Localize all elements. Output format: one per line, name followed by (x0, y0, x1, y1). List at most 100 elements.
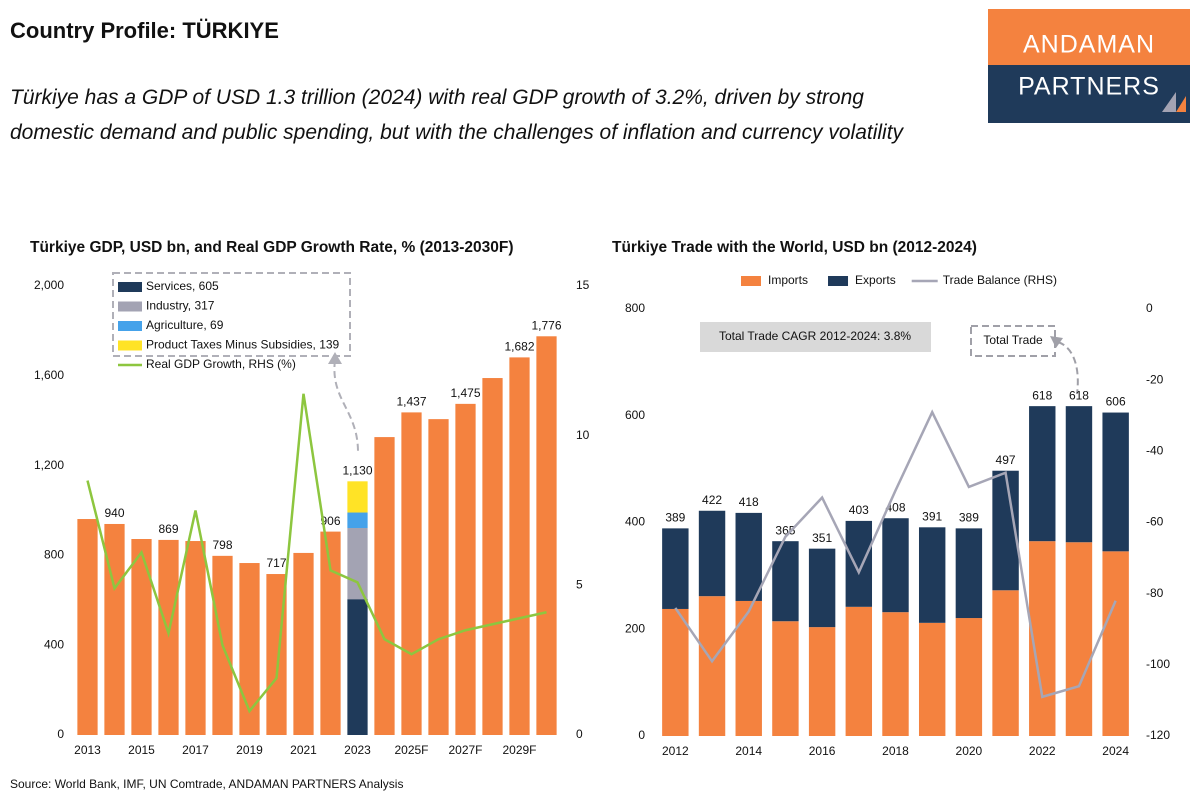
x-tick-label: 2016 (809, 744, 836, 758)
bar (772, 621, 799, 736)
bar (401, 412, 422, 735)
x-tick-label: 2020 (956, 744, 983, 758)
bar (698, 596, 726, 736)
total-label: 618 (1032, 388, 1052, 402)
legend-swatch (118, 321, 142, 331)
chart-title: Türkiye Trade with the World, USD bn (20… (612, 239, 977, 256)
bar (735, 512, 762, 601)
total-label: 365 (775, 523, 795, 537)
y2-tick-label: 10 (576, 428, 590, 442)
y-tick-label: 0 (638, 728, 645, 742)
x-tick-label: 2018 (882, 744, 909, 758)
y-tick-label: 200 (625, 621, 645, 635)
y-tick-label: 400 (44, 637, 64, 651)
bar (1102, 412, 1129, 552)
bar (735, 600, 762, 736)
legend-label: Real GDP Growth, RHS (%) (146, 357, 296, 371)
legend-swatch (118, 340, 142, 351)
legend-swatch (118, 282, 142, 292)
legend-label: Product Taxes Minus Subsidies, 139 (146, 338, 340, 352)
total-label: 418 (739, 495, 759, 509)
bar (1065, 542, 1093, 736)
bar (882, 518, 909, 613)
y2-tick-label: -60 (1146, 515, 1164, 529)
logo-top (988, 9, 1190, 65)
total-label: 1,682 (504, 340, 534, 354)
bar (239, 563, 260, 735)
y2-tick-label: -100 (1146, 657, 1170, 671)
x-tick-label: 2014 (735, 744, 762, 758)
legend-box (112, 272, 351, 357)
x-tick-label: 2015 (128, 743, 155, 757)
y-tick-label: 800 (44, 548, 64, 562)
bar (1102, 551, 1129, 736)
y-tick-label: 600 (625, 408, 645, 422)
bar (955, 618, 983, 736)
bar (662, 528, 689, 609)
bar (808, 627, 836, 736)
y2-tick-label: 15 (576, 278, 590, 292)
y-tick-label: 1,200 (34, 458, 64, 472)
x-tick-label: 2012 (662, 744, 689, 758)
y2-tick-label: -120 (1146, 728, 1170, 742)
bar (347, 512, 368, 529)
bar (374, 437, 395, 735)
logo-mark (1176, 96, 1186, 112)
line (674, 409, 1117, 699)
x-tick-label: 2013 (74, 743, 101, 757)
bar (158, 539, 179, 735)
y2-tick-label: 0 (1146, 301, 1153, 315)
bar (509, 357, 530, 735)
bar (347, 599, 368, 735)
logo-bottom (988, 65, 1190, 123)
legend-label: Industry, 317 (146, 299, 215, 313)
total-label: 497 (996, 453, 1016, 467)
bar (1029, 406, 1056, 542)
bar (698, 510, 726, 597)
bar (131, 539, 152, 735)
y-tick-label: 1,600 (34, 368, 64, 382)
bar (955, 528, 983, 619)
legend-swatch (741, 276, 761, 286)
x-tick-label: 2027F (448, 743, 482, 757)
bar (77, 519, 98, 735)
annotation: Total Trade CAGR 2012-2024: 3.8% (719, 329, 911, 343)
x-tick-label: 2023 (344, 743, 371, 757)
total-label: 403 (849, 503, 869, 517)
total-label: 717 (266, 556, 286, 570)
bar (455, 403, 476, 735)
page-title: Country Profile: TÜRKIYE (10, 18, 279, 43)
annotation-arrow (1057, 341, 1079, 395)
legend-swatch (118, 301, 142, 312)
legend-label: Trade Balance (RHS) (943, 273, 1057, 287)
total-label: 869 (158, 522, 178, 536)
bar (808, 548, 836, 628)
bar (845, 606, 873, 736)
legend-label: Imports (768, 273, 808, 287)
bar (104, 523, 125, 735)
bar (882, 612, 909, 736)
total-label: 389 (959, 511, 979, 525)
total-label: 906 (320, 514, 340, 528)
bar (347, 528, 368, 600)
total-label: 351 (812, 531, 832, 545)
total-label: 391 (922, 509, 942, 523)
total-label: 618 (1069, 388, 1089, 402)
bar (320, 531, 341, 735)
bar (845, 520, 873, 607)
bar (918, 622, 946, 736)
y2-tick-label: -20 (1146, 372, 1164, 386)
annotation: Total Trade (983, 333, 1043, 347)
total-label: 1,437 (396, 395, 426, 409)
total-label: 389 (665, 511, 685, 525)
y2-tick-label: -80 (1146, 586, 1164, 600)
logo-text: ANDAMAN (1023, 31, 1155, 59)
annotation-arrow-head (328, 352, 342, 364)
bar (1065, 406, 1093, 543)
bar (347, 481, 368, 513)
legend-swatch (828, 276, 849, 286)
logo-mark (1162, 92, 1176, 112)
legend-label: Services, 605 (146, 279, 219, 293)
total-label: 940 (104, 506, 124, 520)
